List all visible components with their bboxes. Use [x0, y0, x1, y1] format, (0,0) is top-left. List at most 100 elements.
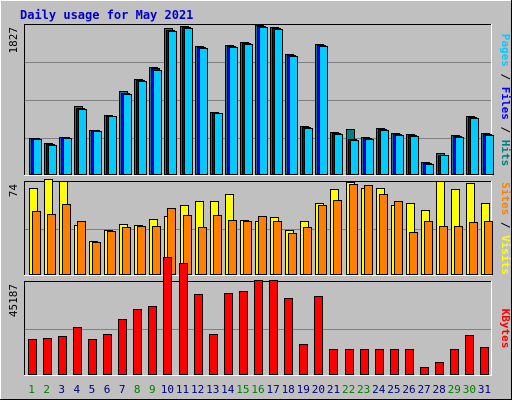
bar-kbytes-day-17 — [269, 280, 278, 375]
series-axis-label-part: Sites — [499, 182, 512, 215]
x-tick-label: 19 — [297, 383, 310, 396]
bar-sites-day-30 — [469, 222, 478, 275]
bar-kbytes-day-29 — [450, 349, 459, 375]
bar-sites-day-12 — [198, 227, 207, 275]
y-axis-max-label: 1827 — [7, 27, 20, 54]
bar-kbytes-day-18 — [284, 298, 293, 375]
bar-pages-day-2 — [48, 145, 57, 175]
bar-kbytes-day-25 — [390, 349, 399, 375]
bar-kbytes-day-19 — [299, 344, 308, 375]
bar-pages-day-29 — [455, 137, 464, 175]
bar-kbytes-day-3 — [58, 336, 67, 375]
bar-sites-day-6 — [107, 231, 116, 275]
bar-pages-day-16 — [259, 27, 268, 175]
x-tick-label: 31 — [478, 383, 491, 396]
bar-kbytes-day-10 — [163, 257, 172, 375]
x-tick-label: 10 — [161, 383, 174, 396]
series-sites — [32, 184, 493, 275]
bar-pages-day-3 — [63, 138, 72, 175]
series-pages — [33, 27, 494, 175]
bar-pages-day-15 — [244, 44, 253, 175]
bar-sites-day-19 — [303, 227, 312, 275]
x-tick-label: 9 — [149, 383, 156, 396]
bar-sites-day-18 — [288, 233, 297, 275]
bar-pages-day-19 — [304, 128, 313, 175]
x-tick-label: 14 — [221, 383, 235, 396]
x-tick-label: 16 — [251, 383, 264, 396]
bar-sites-day-21 — [333, 200, 342, 275]
bar-pages-day-10 — [168, 31, 177, 175]
bar-sites-day-13 — [213, 215, 222, 275]
bar-sites-day-23 — [364, 185, 373, 275]
x-tick-label: 29 — [448, 383, 461, 396]
bar-sites-day-15 — [243, 221, 252, 275]
x-tick-label: 12 — [191, 383, 204, 396]
bar-kbytes-day-15 — [239, 291, 248, 375]
bar-kbytes-day-4 — [73, 327, 82, 375]
bar-kbytes-day-13 — [209, 334, 218, 375]
series-axis-label-part: Visits — [499, 235, 512, 275]
panel-1: 1827 Pages / Files / Hits — [7, 24, 512, 176]
x-tick-label: 11 — [176, 383, 189, 396]
bar-pages-day-1 — [33, 139, 42, 175]
bar-kbytes-day-24 — [375, 349, 384, 375]
x-tick-label: 4 — [74, 383, 81, 396]
bar-kbytes-day-23 — [360, 349, 369, 375]
bar-sites-day-24 — [379, 194, 388, 275]
x-tick-label: 1 — [28, 383, 35, 396]
bar-kbytes-day-8 — [133, 309, 142, 375]
bar-kbytes-day-11 — [179, 263, 188, 375]
bar-kbytes-day-22 — [345, 349, 354, 375]
x-tick-label: 20 — [312, 383, 325, 396]
series-axis-label-part: Pages — [499, 34, 512, 67]
x-tick-label: 8 — [134, 383, 141, 396]
x-tick-label: 30 — [463, 383, 476, 396]
x-axis-day-labels: 1 2 3 4 5 6 7 8 9 10 11 12 13 14 15 16 17 18 19 20 21 22 23 24 2… — [28, 383, 491, 396]
bar-pages-day-9 — [153, 70, 162, 175]
x-tick-label: 26 — [402, 383, 415, 396]
bar-sites-day-5 — [92, 242, 101, 275]
bar-pages-day-20 — [319, 46, 328, 175]
bar-sites-day-1 — [32, 211, 41, 275]
bar-pages-day-11 — [184, 28, 193, 175]
series-axis-label-part: Hits — [499, 140, 512, 167]
bar-pages-day-28 — [440, 155, 449, 175]
x-tick-label: 17 — [266, 383, 279, 396]
bar-kbytes-day-14 — [224, 293, 233, 375]
bar-sites-day-26 — [409, 232, 418, 275]
x-tick-label: 15 — [236, 383, 249, 396]
bar-pages-day-18 — [289, 56, 298, 175]
x-tick-label: 6 — [104, 383, 111, 396]
bar-sites-day-3 — [62, 204, 71, 275]
x-tick-label: 24 — [372, 383, 386, 396]
bar-pages-day-17 — [274, 29, 283, 175]
bar-sites-day-17 — [273, 221, 282, 275]
x-tick-label: 23 — [357, 383, 370, 396]
bar-sites-day-27 — [424, 221, 433, 275]
x-tick-label: 18 — [282, 383, 295, 396]
y-axis-max-label: 45187 — [7, 284, 20, 317]
bar-sites-day-22 — [349, 184, 358, 275]
bar-kbytes-day-7 — [118, 319, 127, 375]
bar-kbytes-day-20 — [314, 296, 323, 375]
bar-pages-day-30 — [470, 118, 479, 175]
bar-kbytes-day-30 — [465, 335, 474, 375]
bar-sites-day-31 — [484, 221, 493, 275]
bar-sites-day-28 — [439, 226, 448, 275]
bar-sites-day-20 — [318, 205, 327, 275]
series-kbytes — [28, 257, 489, 375]
bar-kbytes-day-27 — [420, 367, 429, 375]
bar-sites-day-2 — [47, 214, 56, 275]
panel-3: 45187 KBytes — [7, 257, 512, 376]
x-tick-label: 27 — [417, 383, 430, 396]
y-axis-max-label: 74 — [7, 184, 20, 198]
bar-kbytes-day-16 — [254, 280, 263, 375]
x-tick-label: 7 — [119, 383, 126, 396]
bar-pages-day-4 — [78, 109, 87, 175]
series-axis-label: Pages / Files / Hits — [499, 34, 512, 167]
x-tick-label: 28 — [433, 383, 446, 396]
bar-pages-day-27 — [425, 164, 434, 175]
series-axis-label-part: / — [499, 67, 512, 87]
bar-sites-day-9 — [152, 226, 161, 275]
